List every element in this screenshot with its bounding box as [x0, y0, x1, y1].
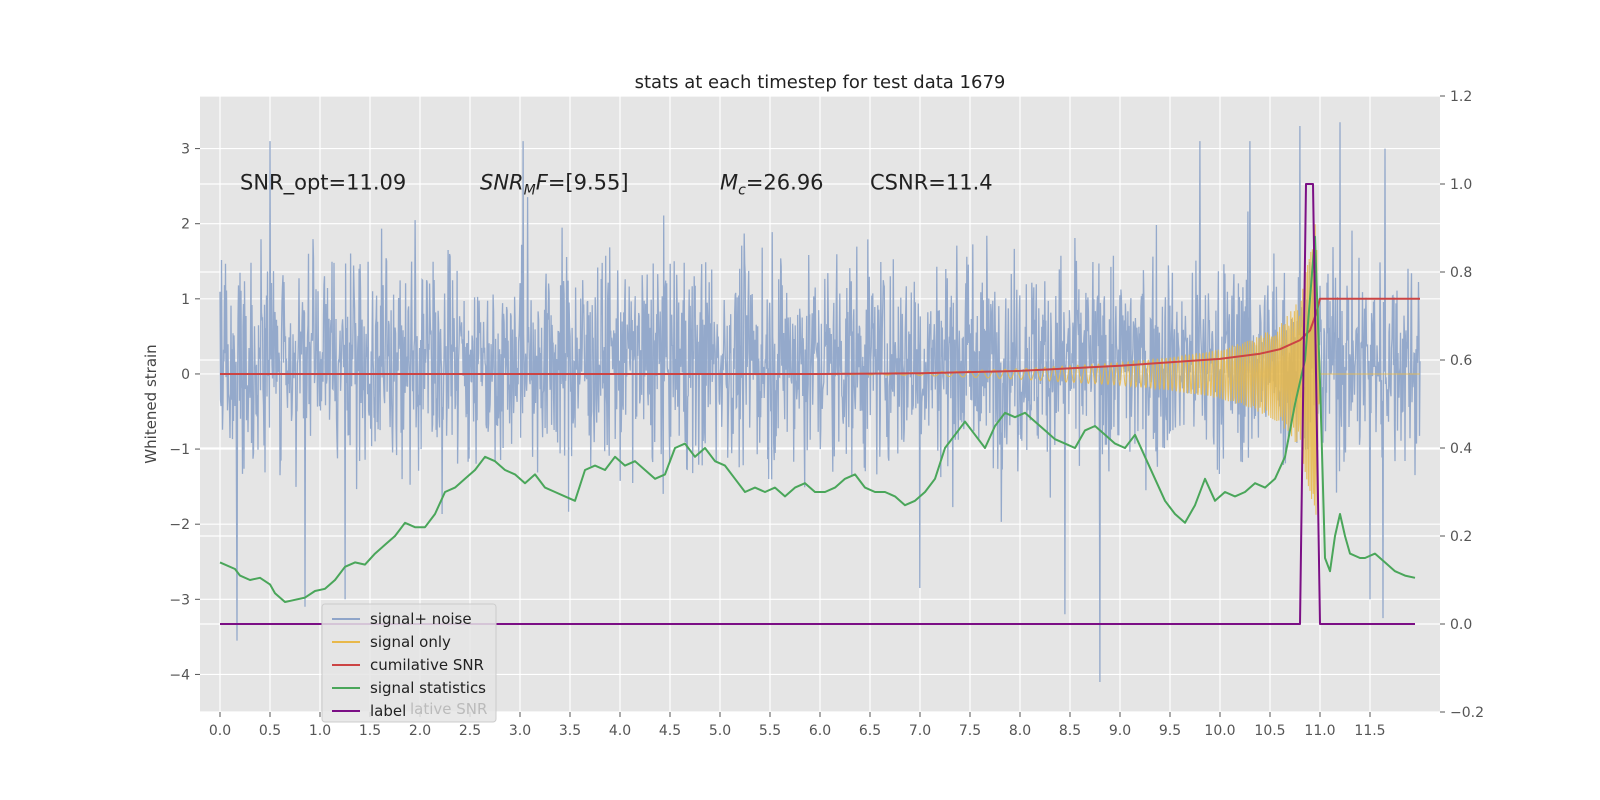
x-tick-label: 0.5 — [259, 723, 281, 739]
legend-entry-label: signal only — [370, 633, 451, 651]
x-tick-label: 8.0 — [1009, 723, 1031, 739]
y2-tick-label: 1.2 — [1450, 89, 1472, 105]
y2-tick-label: 0.0 — [1450, 617, 1472, 633]
series-label — [220, 183, 1415, 625]
y2-tick-label: 0.6 — [1450, 353, 1472, 369]
y-tick-label: −1 — [169, 442, 190, 458]
x-tick-label: 1.0 — [309, 723, 331, 739]
legend-entry-label: label — [370, 702, 406, 720]
legend-entry-label: signal+ noise — [370, 610, 472, 628]
annotations: SNR_opt=11.09 SNRMF=[9.55] Mc=26.96 CSNR=11… — [240, 170, 993, 198]
x-tick-label: 11.0 — [1304, 723, 1335, 739]
x-tick-label: 3.0 — [509, 723, 531, 739]
y2-tick-label: 0.8 — [1450, 265, 1472, 281]
x-tick-label: 7.5 — [959, 723, 981, 739]
legend-box — [321, 603, 497, 723]
x-tick-label: 4.5 — [659, 723, 681, 739]
y-tick-label: 2 — [181, 217, 190, 233]
y-tick-label: −3 — [169, 592, 190, 608]
y2-tick-label: 0.2 — [1450, 529, 1472, 545]
x-tick-label: 2.0 — [409, 723, 431, 739]
x-tick-label: 1.5 — [359, 723, 381, 739]
annotation-text: CSNR=11.4 — [870, 170, 993, 194]
x-tick-label: 10.0 — [1204, 723, 1235, 739]
annotation-text: SNR_opt=11.09 — [240, 170, 406, 195]
y2-tick-label: −0.2 — [1450, 705, 1484, 721]
annotation-text: Mc=26.96 — [720, 170, 824, 198]
x-tick-label: 6.5 — [859, 723, 881, 739]
legend-entry-label: signal statistics — [370, 679, 486, 697]
x-tick-label: 8.5 — [1059, 723, 1081, 739]
y-tick-label: 3 — [181, 142, 190, 158]
x-tick-label: 5.0 — [709, 723, 731, 739]
x-tick-label: 0.0 — [209, 723, 231, 739]
y-axis-label: Whitened strain — [142, 344, 160, 463]
y-tick-label: 1 — [181, 292, 190, 308]
x-tick-label: 4.0 — [609, 723, 631, 739]
series-signal-noise — [219, 122, 1421, 683]
y-tick-label: −4 — [169, 667, 190, 683]
label-line — [220, 183, 1415, 625]
x-tick-label: 2.5 — [459, 723, 481, 739]
axes: 0.0 0.5 1.0 1.5 2.0 2.5 3.0 3.5 4.0 4.5 5.0 5.5 6.0 6… — [169, 89, 1484, 739]
x-tick-label: 9.5 — [1159, 723, 1181, 739]
x-tick-label: 9.0 — [1109, 723, 1131, 739]
y2-tick-label: 1.0 — [1450, 177, 1472, 193]
signal-noise-line — [219, 122, 1421, 683]
x-tick-label: 6.0 — [809, 723, 831, 739]
x-tick-label: 3.5 — [559, 723, 581, 739]
legend-overlap-text: lative SNR — [410, 700, 487, 718]
legend-entry-label: cumilative SNR — [370, 656, 484, 674]
series-signal-statistics — [219, 235, 1416, 603]
chart-title: stats at each timestep for test data 167… — [635, 72, 1006, 93]
signal-statistics-line — [219, 235, 1416, 603]
x-tick-label: 5.5 — [759, 723, 781, 739]
x-tick-label: 11.5 — [1354, 723, 1385, 739]
y-tick-label: −2 — [169, 517, 190, 533]
x-tick-label: 7.0 — [909, 723, 931, 739]
y-tick-label: 0 — [181, 367, 190, 383]
legend: lative SNR signal+ noise signal only cumila… — [321, 603, 497, 723]
y2-tick-label: 0.4 — [1450, 441, 1472, 457]
annotation-text: SNRMF=[9.55] — [480, 170, 629, 198]
x-tick-label: 10.5 — [1254, 723, 1285, 739]
